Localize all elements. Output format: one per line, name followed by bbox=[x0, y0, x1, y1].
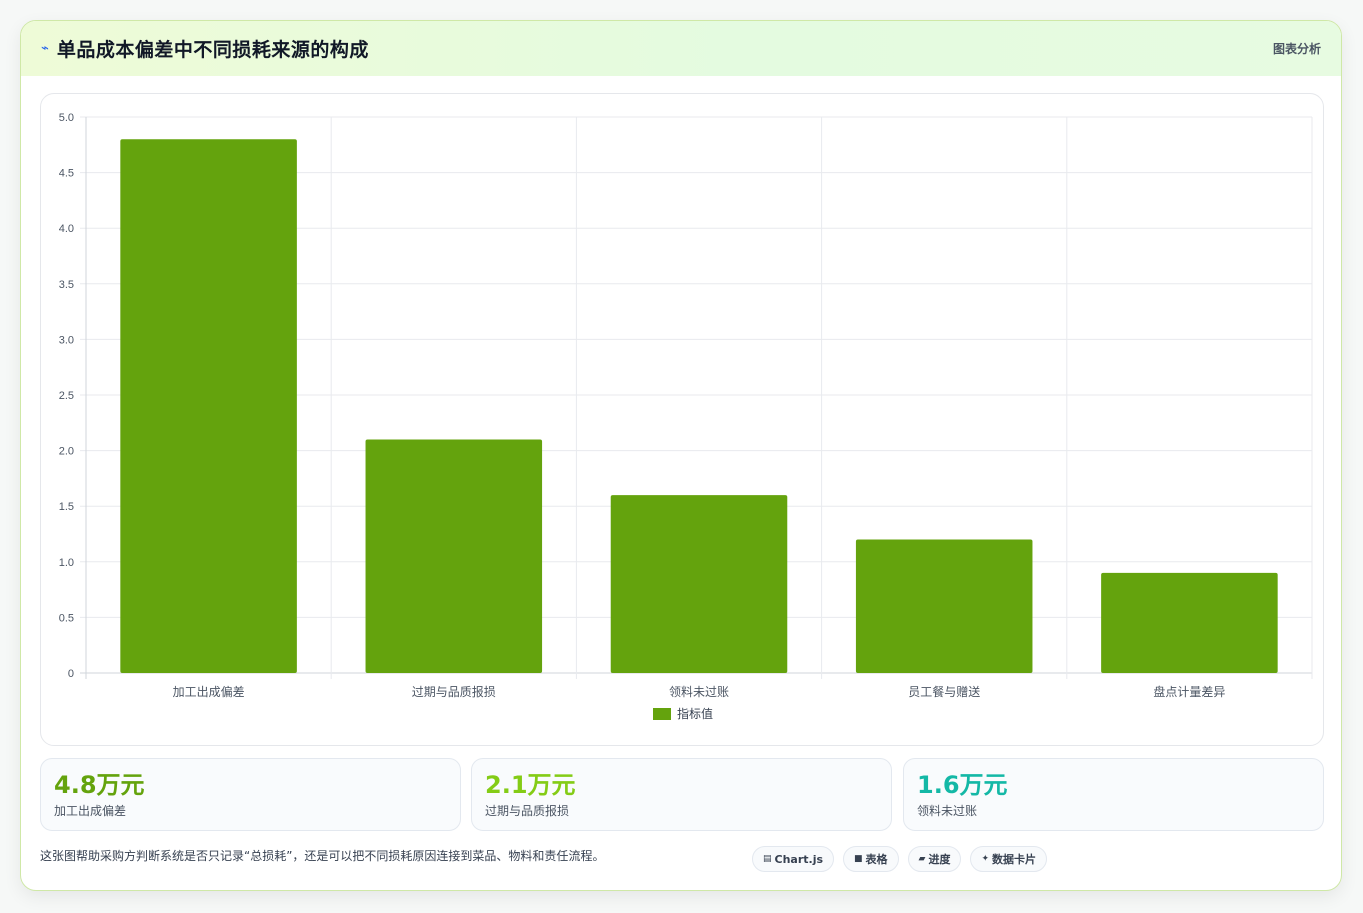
progress-pill[interactable]: ▰ 进度 bbox=[907, 846, 962, 872]
card-icon: ✦ bbox=[981, 854, 990, 864]
x-tick-label: 过期与品质报损 bbox=[412, 684, 496, 699]
y-tick-label: 1.0 bbox=[59, 557, 74, 569]
y-tick-label: 0.5 bbox=[59, 612, 74, 624]
pill-row: ▤ Chart.js ■ 表格 ▰ 进度 ✦ 数据卡片 bbox=[752, 846, 1048, 872]
chartjs-pill[interactable]: ▤ Chart.js bbox=[752, 846, 835, 872]
table-pill[interactable]: ■ 表格 bbox=[843, 846, 899, 872]
trend-line-icon: ⌁ bbox=[41, 41, 49, 56]
table-icon: ■ bbox=[854, 854, 863, 864]
kpi-value: 1.6万元 bbox=[917, 771, 1008, 799]
pill-label: 数据卡片 bbox=[992, 853, 1037, 866]
pill-label: 表格 bbox=[865, 853, 888, 866]
kpi-value: 2.1万元 bbox=[485, 771, 576, 799]
pill-label: Chart.js bbox=[774, 852, 824, 866]
page-title: 单品成本偏差中不同损耗来源的构成 bbox=[56, 39, 369, 61]
data-card-pill[interactable]: ✦ 数据卡片 bbox=[970, 846, 1048, 872]
y-tick-label: 5.0 bbox=[59, 112, 74, 124]
bar bbox=[610, 495, 788, 673]
y-tick-label: 3.0 bbox=[59, 334, 74, 346]
header-tag: 图表分析 bbox=[1272, 42, 1321, 56]
chart-icon: ▤ bbox=[763, 854, 772, 864]
kpi-label: 领料未过账 bbox=[917, 804, 978, 818]
footer-note: 这张图帮助采购方判断系统是否只记录“总损耗”，还是可以把不同损耗原因连接到菜品、… bbox=[40, 849, 605, 863]
y-tick-label: 2.5 bbox=[59, 390, 74, 402]
x-tick-label: 加工出成偏差 bbox=[173, 684, 245, 699]
kpi-label: 过期与品质报损 bbox=[485, 804, 570, 818]
y-tick-label: 4.5 bbox=[59, 168, 74, 180]
kpi-label: 加工出成偏差 bbox=[54, 804, 127, 818]
chart-card: ⌁ 单品成本偏差中不同损耗来源的构成 图表分析 0 0.5 1.0 1.5 2.0 2.5… bbox=[20, 20, 1342, 891]
progress-icon: ▰ bbox=[918, 854, 926, 864]
x-tick-label: 领料未过账 bbox=[669, 685, 729, 699]
kpi-card: 1.6万元 领料未过账 bbox=[903, 758, 1324, 831]
x-tick-label: 员工餐与赠送 bbox=[908, 684, 980, 699]
y-tick-label: 2.0 bbox=[59, 446, 74, 458]
kpi-row: 4.8万元 加工出成偏差 2.1万元 过期与品质报损 1.6万元 领料未过账 bbox=[40, 758, 1324, 831]
card-header: ⌁ 单品成本偏差中不同损耗来源的构成 图表分析 bbox=[21, 21, 1341, 76]
x-tick-label: 盘点计量差异 bbox=[1153, 684, 1225, 699]
bar-chart: 0 0.5 1.0 1.5 2.0 2.5 3.0 3.5 4.0 4.5 5.0 加工出成偏差 过期与… bbox=[59, 112, 1313, 721]
bar bbox=[855, 539, 1033, 673]
y-tick-label: 3.5 bbox=[59, 279, 74, 291]
bar bbox=[365, 439, 543, 673]
title-wrap: ⌁ 单品成本偏差中不同损耗来源的构成 bbox=[41, 35, 369, 62]
kpi-card: 4.8万元 加工出成偏差 bbox=[40, 758, 461, 831]
legend-label: 指标值 bbox=[677, 706, 713, 721]
legend-swatch bbox=[653, 708, 671, 720]
y-tick-label: 1.5 bbox=[59, 501, 74, 513]
bar bbox=[120, 139, 297, 674]
y-tick-label: 0 bbox=[68, 668, 74, 680]
y-tick-label: 4.0 bbox=[59, 223, 74, 235]
bar bbox=[1101, 572, 1278, 673]
kpi-card: 2.1万元 过期与品质报损 bbox=[471, 758, 892, 831]
kpi-value: 4.8万元 bbox=[54, 771, 145, 799]
chart-panel: 0 0.5 1.0 1.5 2.0 2.5 3.0 3.5 4.0 4.5 5.0 加工出成偏差 过期与… bbox=[40, 93, 1324, 746]
pill-label: 进度 bbox=[928, 853, 951, 866]
